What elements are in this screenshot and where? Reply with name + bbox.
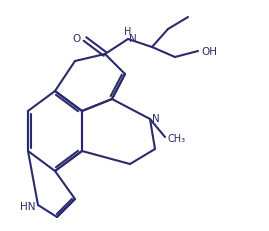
Text: N: N [152,113,160,123]
Text: CH₃: CH₃ [167,134,185,143]
Text: N: N [129,34,137,44]
Text: O: O [73,34,81,44]
Text: H: H [124,27,132,37]
Text: HN: HN [19,201,35,211]
Text: OH: OH [201,47,217,57]
